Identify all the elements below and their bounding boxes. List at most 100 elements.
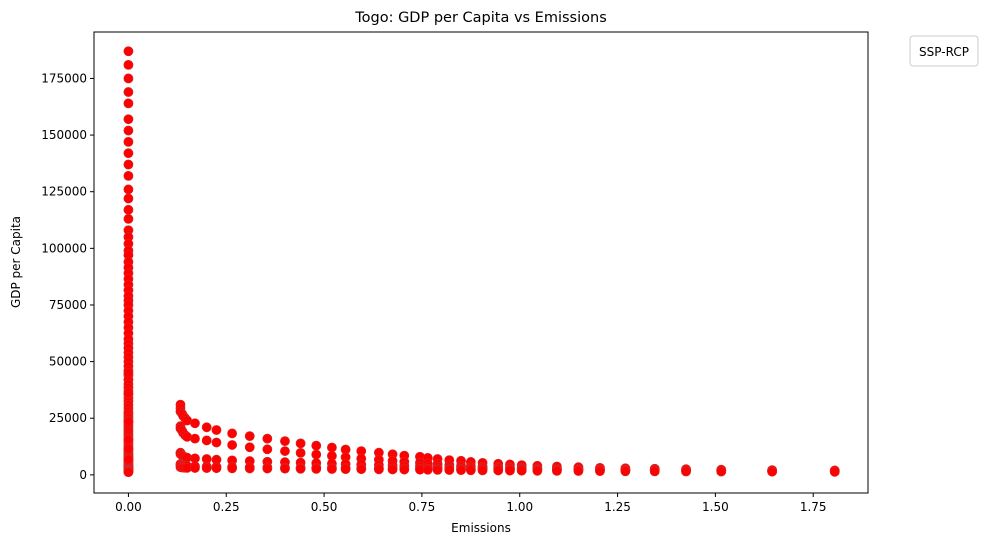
data-point <box>280 463 290 474</box>
data-point <box>123 213 134 224</box>
data-point <box>595 466 605 477</box>
data-point <box>493 465 504 476</box>
x-axis: 0.00 0.25 0.50 0.75 1.00 1.25 1.50 1.75 <box>115 493 827 514</box>
data-point <box>716 466 727 477</box>
data-point <box>295 438 306 449</box>
data-point <box>190 463 200 473</box>
data-point <box>123 148 134 159</box>
data-point <box>123 114 134 125</box>
data-point <box>244 463 255 474</box>
legend: SSP-RCP <box>909 35 979 67</box>
data-point <box>432 464 443 475</box>
data-point <box>356 464 367 475</box>
data-point <box>123 98 134 109</box>
data-point <box>456 465 466 476</box>
data-point <box>532 465 543 476</box>
x-axis-label: Emissions <box>451 521 511 535</box>
data-point <box>311 463 322 474</box>
data-point <box>123 454 134 465</box>
data-point <box>311 440 322 451</box>
y-axis: 0 25000 50000 75000 100000 125000 150000 175000 <box>41 71 94 482</box>
x-tick-label: 0.75 <box>409 500 436 514</box>
data-point <box>227 440 238 450</box>
data-point <box>211 463 222 474</box>
x-tick-label: 0.50 <box>311 500 338 514</box>
data-point <box>227 463 238 474</box>
chart-title: Togo: GDP per Capita vs Emissions <box>354 10 607 26</box>
data-point <box>244 442 255 453</box>
y-tick-label: 0 <box>79 468 87 482</box>
data-point <box>477 465 488 476</box>
data-point <box>340 464 351 474</box>
data-point <box>516 465 527 476</box>
data-point <box>829 466 840 477</box>
data-point <box>123 159 134 170</box>
x-tick-label: 1.75 <box>800 500 827 514</box>
data-point <box>373 464 384 475</box>
x-tick-label: 0.25 <box>213 500 240 514</box>
data-point <box>227 428 238 439</box>
data-point <box>123 46 134 57</box>
y-tick-label: 100000 <box>41 241 87 255</box>
data-point <box>123 184 134 195</box>
y-tick-label: 75000 <box>49 298 87 312</box>
data-point <box>327 442 337 453</box>
y-tick-label: 50000 <box>49 355 87 369</box>
data-point <box>280 436 290 447</box>
data-point <box>123 416 134 427</box>
data-point <box>123 59 134 70</box>
data-point <box>387 464 398 475</box>
data-point <box>422 464 433 475</box>
data-point <box>505 465 515 476</box>
data-point <box>201 435 212 446</box>
data-point <box>123 170 134 181</box>
y-tick-label: 125000 <box>41 185 87 199</box>
data-point <box>465 465 476 476</box>
data-point <box>211 425 222 435</box>
data-point <box>123 87 134 97</box>
data-point <box>649 466 660 477</box>
data-point <box>767 466 778 477</box>
legend-title: SSP-RCP <box>919 45 969 59</box>
x-tick-label: 0.00 <box>115 500 142 514</box>
data-point <box>190 418 200 429</box>
data-point <box>123 368 134 378</box>
y-tick-label: 150000 <box>41 128 87 142</box>
y-tick-label: 25000 <box>49 411 87 425</box>
data-point <box>123 125 134 136</box>
data-point <box>123 136 134 147</box>
data-point <box>681 466 691 477</box>
data-point <box>190 433 200 444</box>
x-tick-label: 1.50 <box>702 500 729 514</box>
data-point <box>123 193 134 204</box>
data-point <box>620 466 631 477</box>
data-point <box>311 449 322 460</box>
data-point <box>123 443 134 454</box>
data-point <box>201 463 212 473</box>
data-point <box>573 466 584 476</box>
x-tick-label: 1.25 <box>604 500 631 514</box>
y-tick-label: 175000 <box>41 71 87 85</box>
y-axis-label: GDP per Capita <box>9 216 23 308</box>
data-point <box>123 434 134 445</box>
plot-area-frame <box>93 31 869 494</box>
data-point <box>295 447 306 458</box>
data-point <box>552 466 562 476</box>
data-point <box>295 463 306 474</box>
data-point <box>201 422 212 433</box>
data-point <box>123 204 134 215</box>
data-point <box>244 431 255 442</box>
data-point <box>262 463 273 474</box>
data-point <box>262 444 273 455</box>
data-point <box>123 73 134 84</box>
points-layer <box>123 46 840 478</box>
x-tick-label: 1.00 <box>506 500 533 514</box>
data-point <box>280 446 290 456</box>
legend-box <box>909 35 979 67</box>
data-point <box>327 464 337 474</box>
data-point <box>123 388 134 399</box>
data-point <box>444 465 455 475</box>
data-point <box>399 464 410 475</box>
